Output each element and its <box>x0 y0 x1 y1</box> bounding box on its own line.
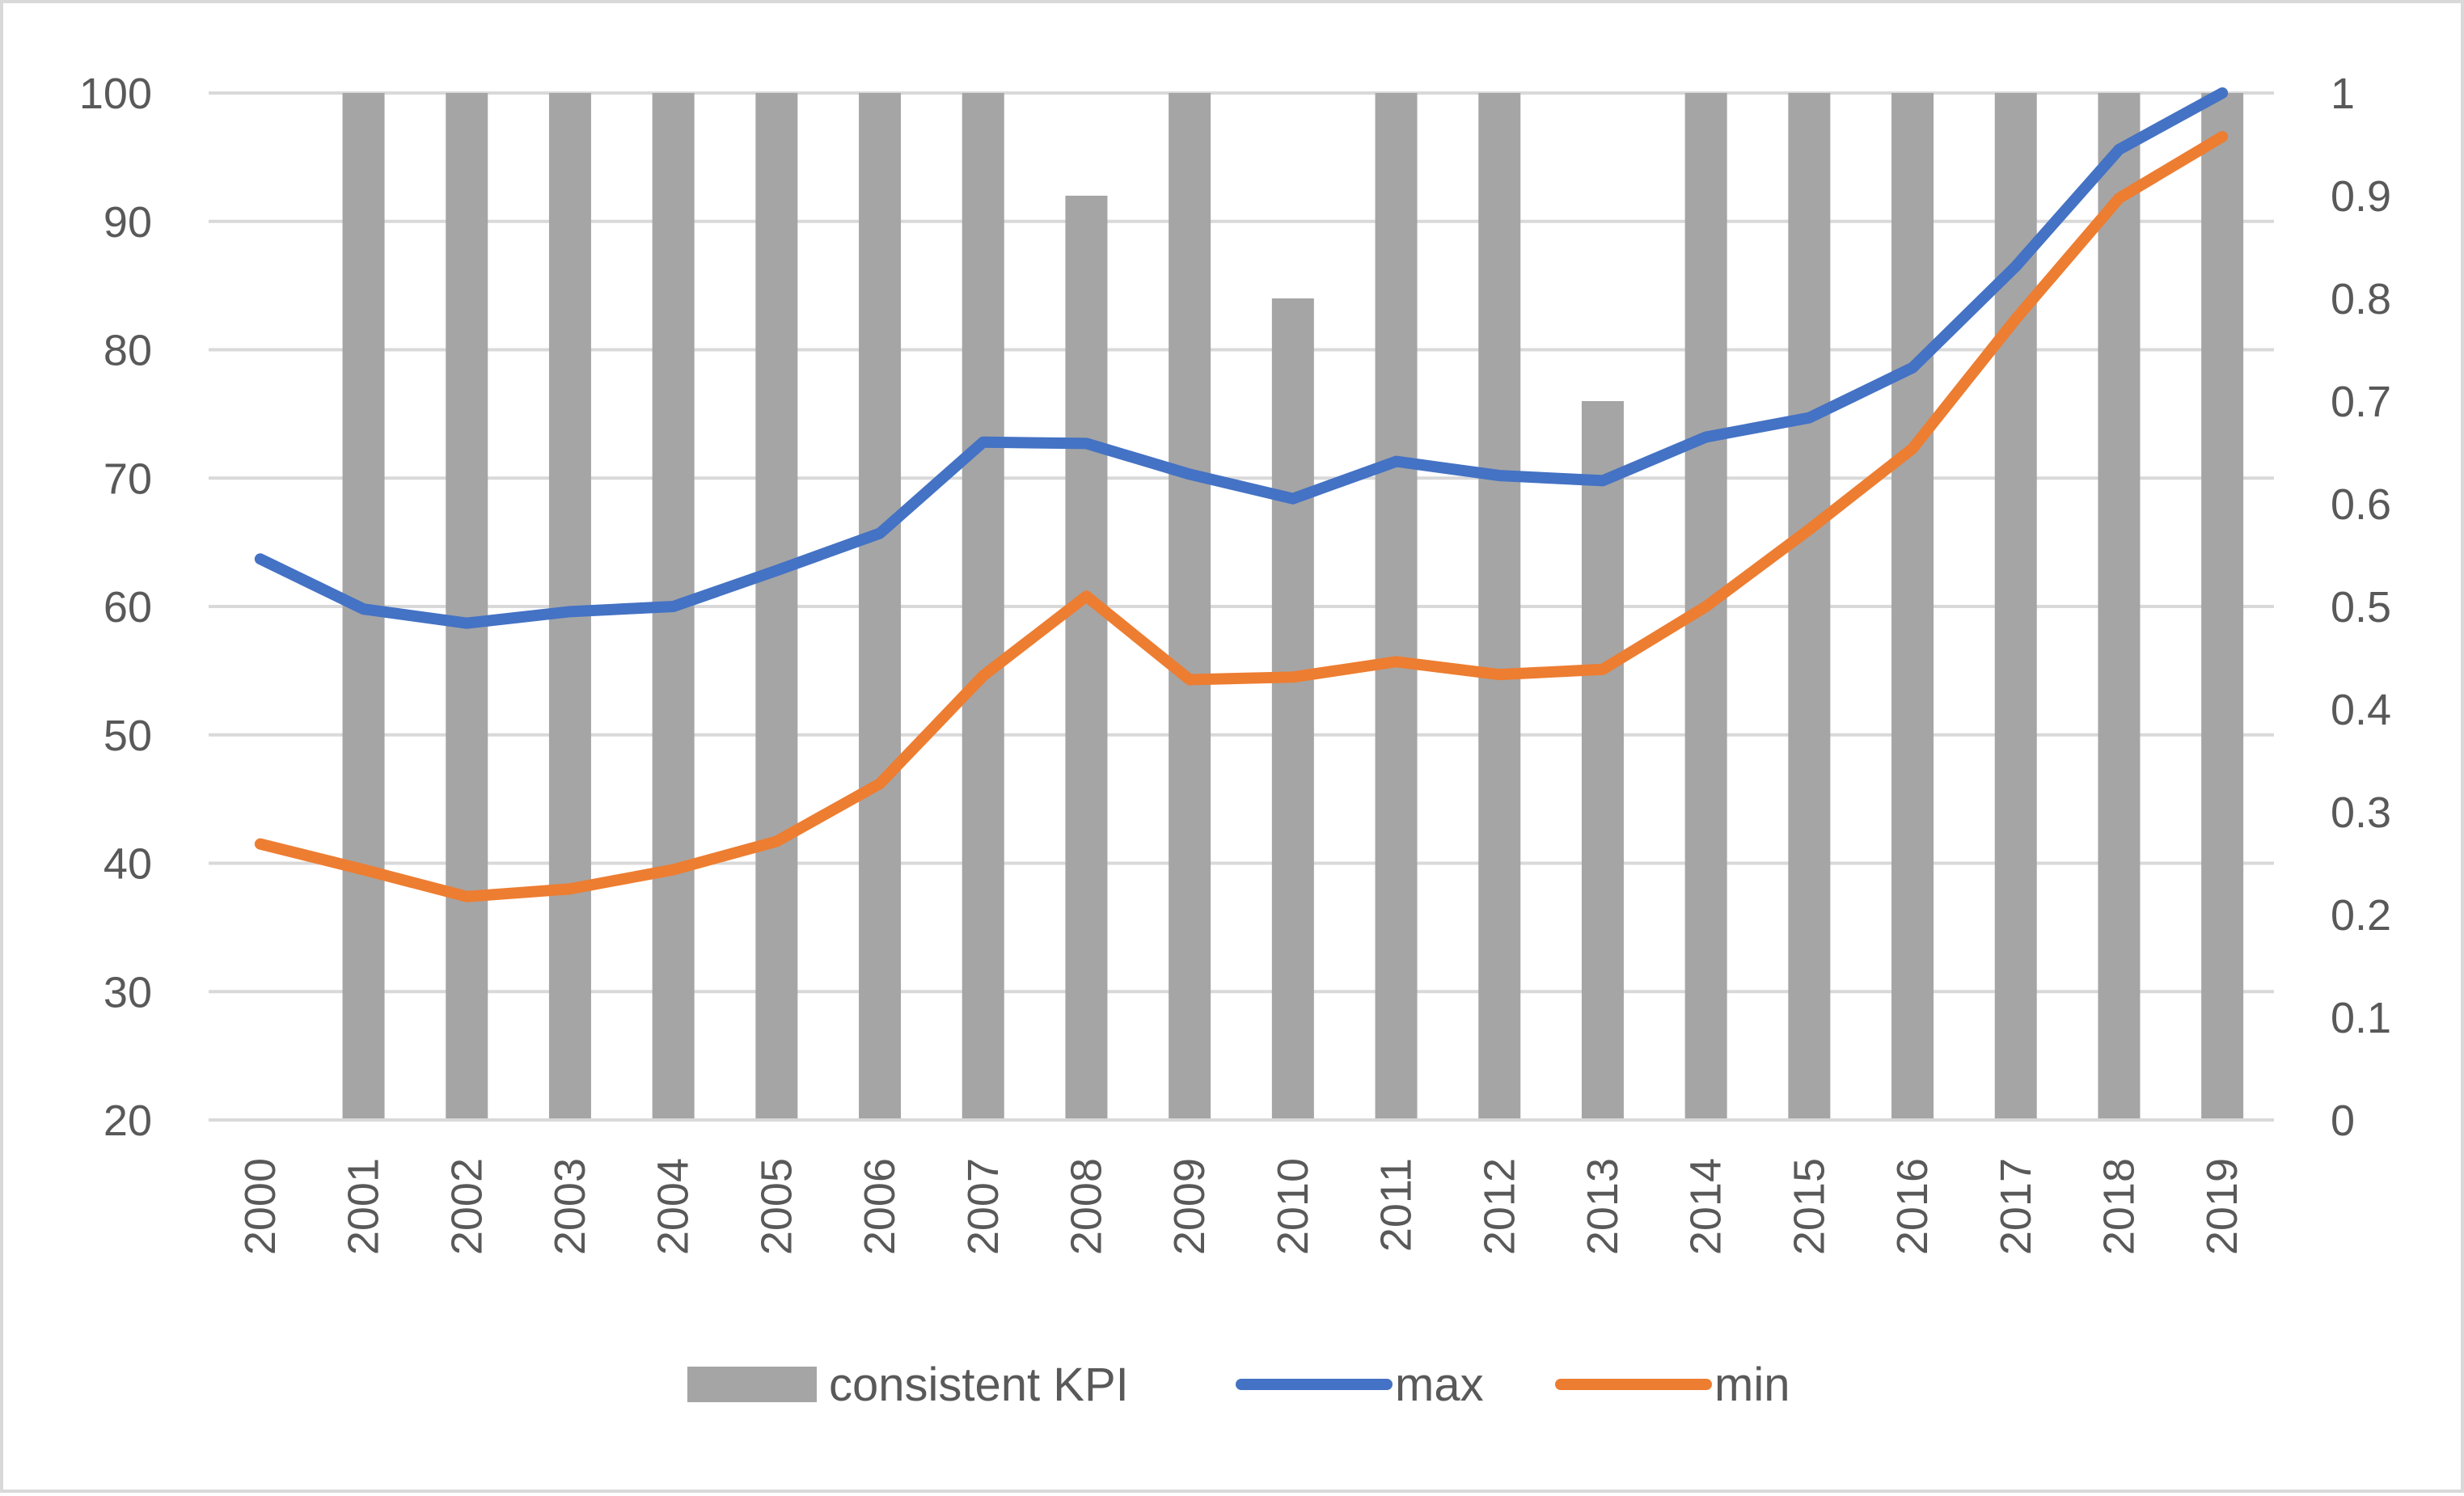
x-tick-label: 2019 <box>2198 1158 2246 1255</box>
x-tick-label: 2016 <box>1888 1158 1937 1255</box>
legend: consistent KPI max min <box>687 1359 1790 1411</box>
x-tick-label: 2002 <box>442 1158 491 1255</box>
left-tick-label: 50 <box>104 712 152 760</box>
x-tick-label: 2011 <box>1372 1158 1421 1252</box>
right-tick-label: 1 <box>2331 70 2355 118</box>
x-tick-label: 2012 <box>1475 1158 1524 1255</box>
x-tick-label: 2015 <box>1785 1158 1833 1255</box>
x-tick-label: 2003 <box>546 1158 594 1255</box>
bar <box>859 93 902 1120</box>
right-tick-label: 0 <box>2331 1097 2355 1145</box>
left-tick-label: 80 <box>104 327 152 375</box>
x-axis: 2000 2001 2002 2003 2004 2005 2006 2007 2008 2009… <box>209 1118 2274 1255</box>
x-tick-label: 2014 <box>1682 1158 1731 1255</box>
right-tick-label: 0.1 <box>2331 994 2391 1042</box>
x-tick-label: 2007 <box>959 1158 1008 1255</box>
bar <box>755 93 798 1120</box>
legend-swatch-bar <box>687 1367 817 1402</box>
left-tick-label: 40 <box>104 840 152 889</box>
left-tick-label: 30 <box>104 968 152 1016</box>
right-tick-label: 0.4 <box>2331 686 2391 734</box>
right-tick-label: 0.6 <box>2331 480 2391 529</box>
bar <box>1478 93 1521 1120</box>
left-tick-label: 90 <box>104 198 152 247</box>
legend-label: consistent KPI <box>829 1359 1129 1411</box>
gridlines <box>209 91 2274 1122</box>
legend-label: min <box>1714 1359 1790 1411</box>
left-tick-label: 60 <box>104 583 152 632</box>
x-tick-label: 2008 <box>1062 1158 1110 1255</box>
x-tick-label: 2013 <box>1579 1158 1627 1255</box>
x-tick-label: 2006 <box>856 1158 904 1255</box>
bar <box>446 93 488 1120</box>
left-tick-label: 100 <box>79 70 152 118</box>
bar <box>1169 93 1211 1120</box>
x-tick-label: 2018 <box>2094 1158 2143 1255</box>
line-series <box>254 87 2229 902</box>
legend-label: max <box>1395 1359 1484 1411</box>
right-tick-label: 0.5 <box>2331 583 2391 632</box>
x-tick-label: 2010 <box>1269 1158 1317 1255</box>
x-tick-label: 2004 <box>649 1158 698 1255</box>
x-tick-label: 2009 <box>1165 1158 1214 1255</box>
left-y-axis: 20 30 40 50 60 70 80 90 100 <box>79 70 152 1145</box>
bar <box>2098 93 2141 1120</box>
right-tick-label: 0.3 <box>2331 788 2391 837</box>
bar <box>1788 93 1831 1120</box>
bar <box>1271 298 1314 1120</box>
bar <box>2201 93 2244 1120</box>
bar <box>1581 401 1624 1120</box>
bar <box>1375 93 1418 1120</box>
right-tick-label: 0.2 <box>2331 891 2391 940</box>
bar <box>962 93 1004 1120</box>
x-tick-label: 2005 <box>752 1158 801 1255</box>
right-tick-label: 0.8 <box>2331 275 2391 323</box>
line-min <box>254 130 2229 902</box>
left-tick-label: 20 <box>104 1097 152 1145</box>
left-tick-label: 70 <box>104 454 152 503</box>
x-tick-label: 2017 <box>1992 1158 2040 1255</box>
line-max <box>254 87 2229 629</box>
bar <box>1891 93 1934 1120</box>
right-tick-label: 0.9 <box>2331 172 2391 221</box>
x-tick-label: 2001 <box>340 1158 388 1255</box>
right-y-axis: 0 0.1 0.2 0.3 0.4 0.5 0.6 0.7 0.8 0.9 1 <box>2331 70 2391 1145</box>
right-tick-label: 0.7 <box>2331 378 2391 426</box>
x-tick-label: 2000 <box>236 1158 285 1255</box>
bar <box>1065 196 1108 1120</box>
